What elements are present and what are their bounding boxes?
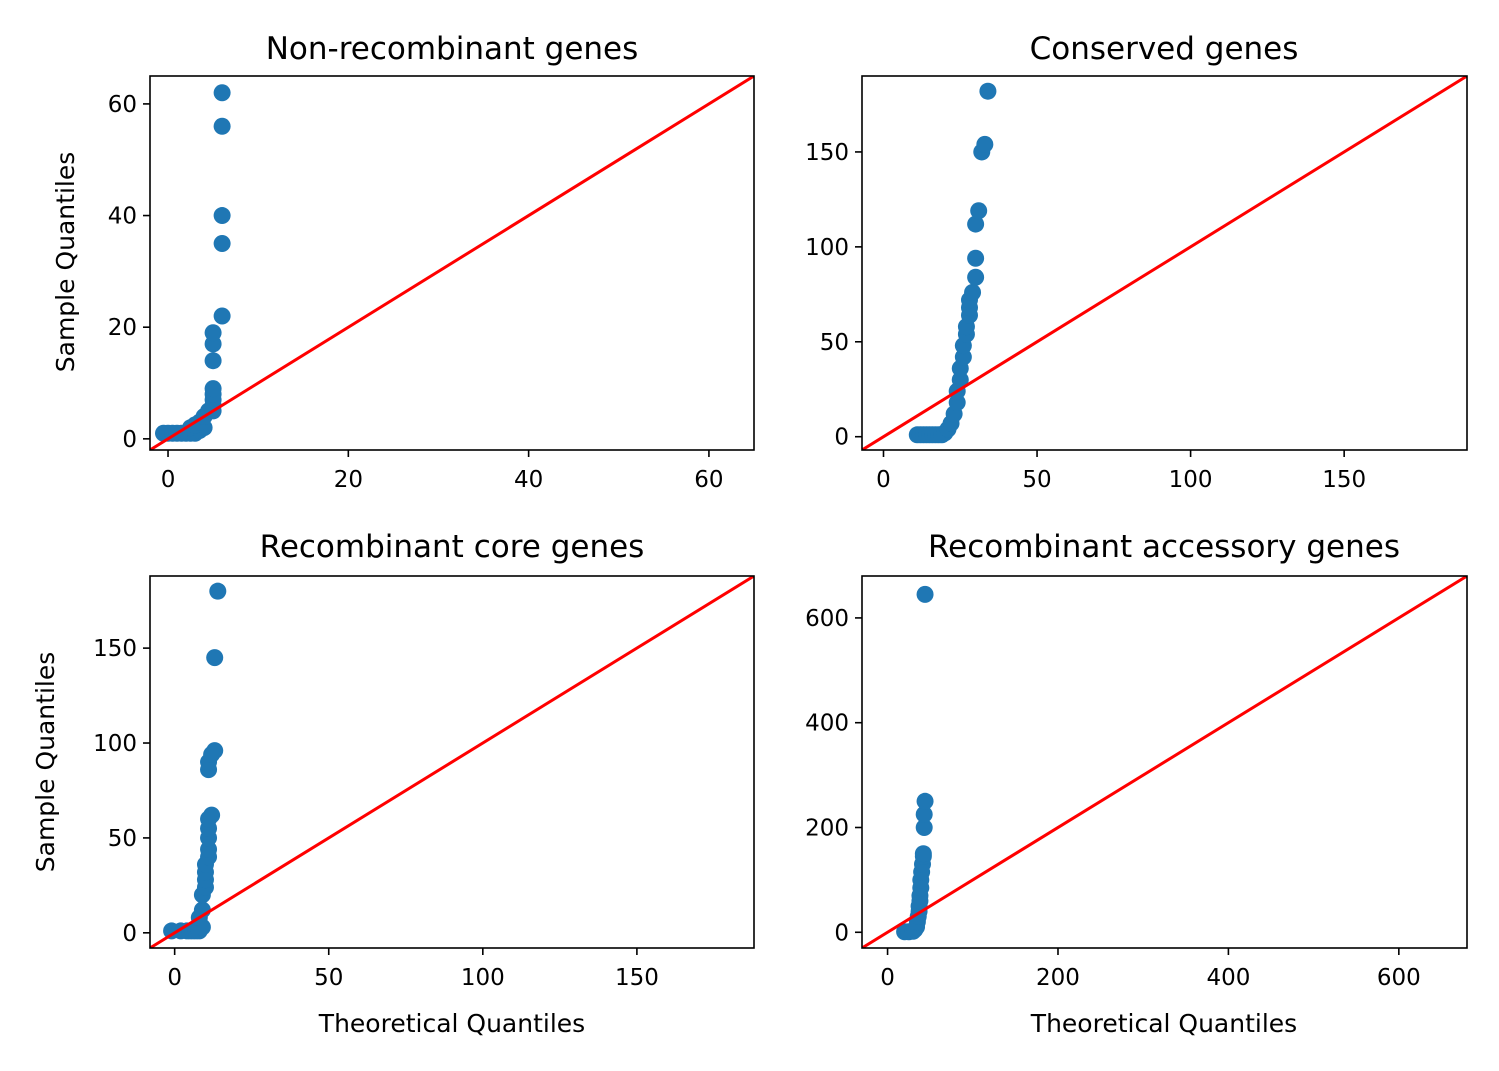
data-point — [213, 234, 231, 252]
data-points — [896, 585, 934, 941]
x-tick-label: 200 — [1036, 965, 1080, 991]
y-axis-label: Sample Quantiles — [51, 152, 80, 372]
y-tick-label: 200 — [805, 815, 849, 841]
subplot-non-recombinant: Non-recombinant genes Sample Quantiles 0… — [51, 31, 755, 493]
data-point — [967, 249, 985, 267]
subplot-conserved: Conserved genes 0 50 100 150 0 50 100 150 — [805, 31, 1468, 493]
x-tick-label: 400 — [1206, 965, 1250, 991]
data-point — [209, 582, 227, 600]
y-axis-label: Sample Quantiles — [31, 652, 60, 872]
data-point — [213, 117, 231, 135]
y-tick-label: 400 — [805, 711, 849, 737]
axes-frame — [861, 575, 1468, 949]
y-tick-label: 50 — [108, 826, 137, 852]
data-point — [915, 818, 933, 836]
reference-line — [150, 576, 754, 948]
x-tick-label: 60 — [694, 467, 723, 493]
data-point — [967, 268, 985, 286]
data-point — [914, 845, 932, 863]
x-axis-label: Theoretical Quantiles — [1030, 1009, 1297, 1038]
data-point — [916, 585, 934, 603]
chart-title: Recombinant accessory genes — [928, 529, 1400, 565]
data-point — [213, 207, 231, 225]
data-point — [213, 84, 231, 102]
x-tick-label: 100 — [461, 965, 505, 991]
data-point — [206, 649, 224, 667]
chart-title: Recombinant core genes — [260, 529, 645, 565]
x-tick-label: 40 — [514, 467, 543, 493]
y-tick-label: 50 — [820, 330, 849, 356]
data-point — [204, 324, 222, 342]
y-tick-label: 600 — [805, 606, 849, 632]
x-tick-label: 20 — [334, 467, 363, 493]
data-point — [970, 202, 988, 220]
x-tick-label: 150 — [615, 965, 659, 991]
x-tick-label: 50 — [314, 965, 343, 991]
x-tick-label: 0 — [880, 965, 895, 991]
subplot-recombinant-accessory: Recombinant accessory genes Theoretical … — [805, 529, 1468, 1038]
chart-title: Conserved genes — [1030, 31, 1299, 67]
y-tick-label: 60 — [108, 92, 137, 118]
axes-frame — [149, 575, 755, 949]
data-points — [155, 84, 231, 442]
axes-frame — [861, 75, 1468, 451]
data-point — [915, 805, 933, 823]
data-point — [964, 283, 982, 301]
x-tick-label: 0 — [876, 467, 891, 493]
data-point — [213, 307, 231, 325]
data-point — [203, 806, 221, 824]
x-tick-label: 150 — [1322, 467, 1366, 493]
y-tick-label: 0 — [122, 921, 137, 947]
data-points — [163, 582, 227, 940]
data-point — [206, 742, 224, 760]
y-tick-label: 0 — [834, 425, 849, 451]
data-point — [979, 82, 997, 100]
data-point — [967, 215, 985, 233]
y-tick-label: 0 — [834, 920, 849, 946]
y-tick-label: 20 — [108, 315, 137, 341]
data-point — [204, 380, 222, 398]
data-point — [916, 792, 934, 810]
x-tick-label: 100 — [1169, 467, 1213, 493]
x-tick-label: 600 — [1377, 965, 1421, 991]
data-points — [908, 82, 997, 444]
x-tick-label: 0 — [161, 467, 176, 493]
y-tick-label: 0 — [122, 427, 137, 453]
reference-line — [150, 76, 754, 450]
reference-line — [862, 76, 1467, 450]
y-tick-label: 150 — [805, 140, 849, 166]
x-axis-label: Theoretical Quantiles — [318, 1009, 585, 1038]
subplot-recombinant-core: Recombinant core genes Sample Quantiles … — [31, 529, 755, 1038]
axes-frame — [149, 75, 755, 451]
x-tick-label: 50 — [1022, 467, 1051, 493]
y-tick-label: 40 — [108, 204, 137, 230]
chart-title: Non-recombinant genes — [266, 31, 639, 67]
y-tick-label: 100 — [93, 731, 137, 757]
x-tick-label: 0 — [167, 965, 182, 991]
y-tick-label: 150 — [93, 636, 137, 662]
reference-line — [862, 576, 1467, 948]
y-tick-label: 100 — [805, 235, 849, 261]
data-point — [976, 135, 994, 153]
data-point — [204, 352, 222, 370]
